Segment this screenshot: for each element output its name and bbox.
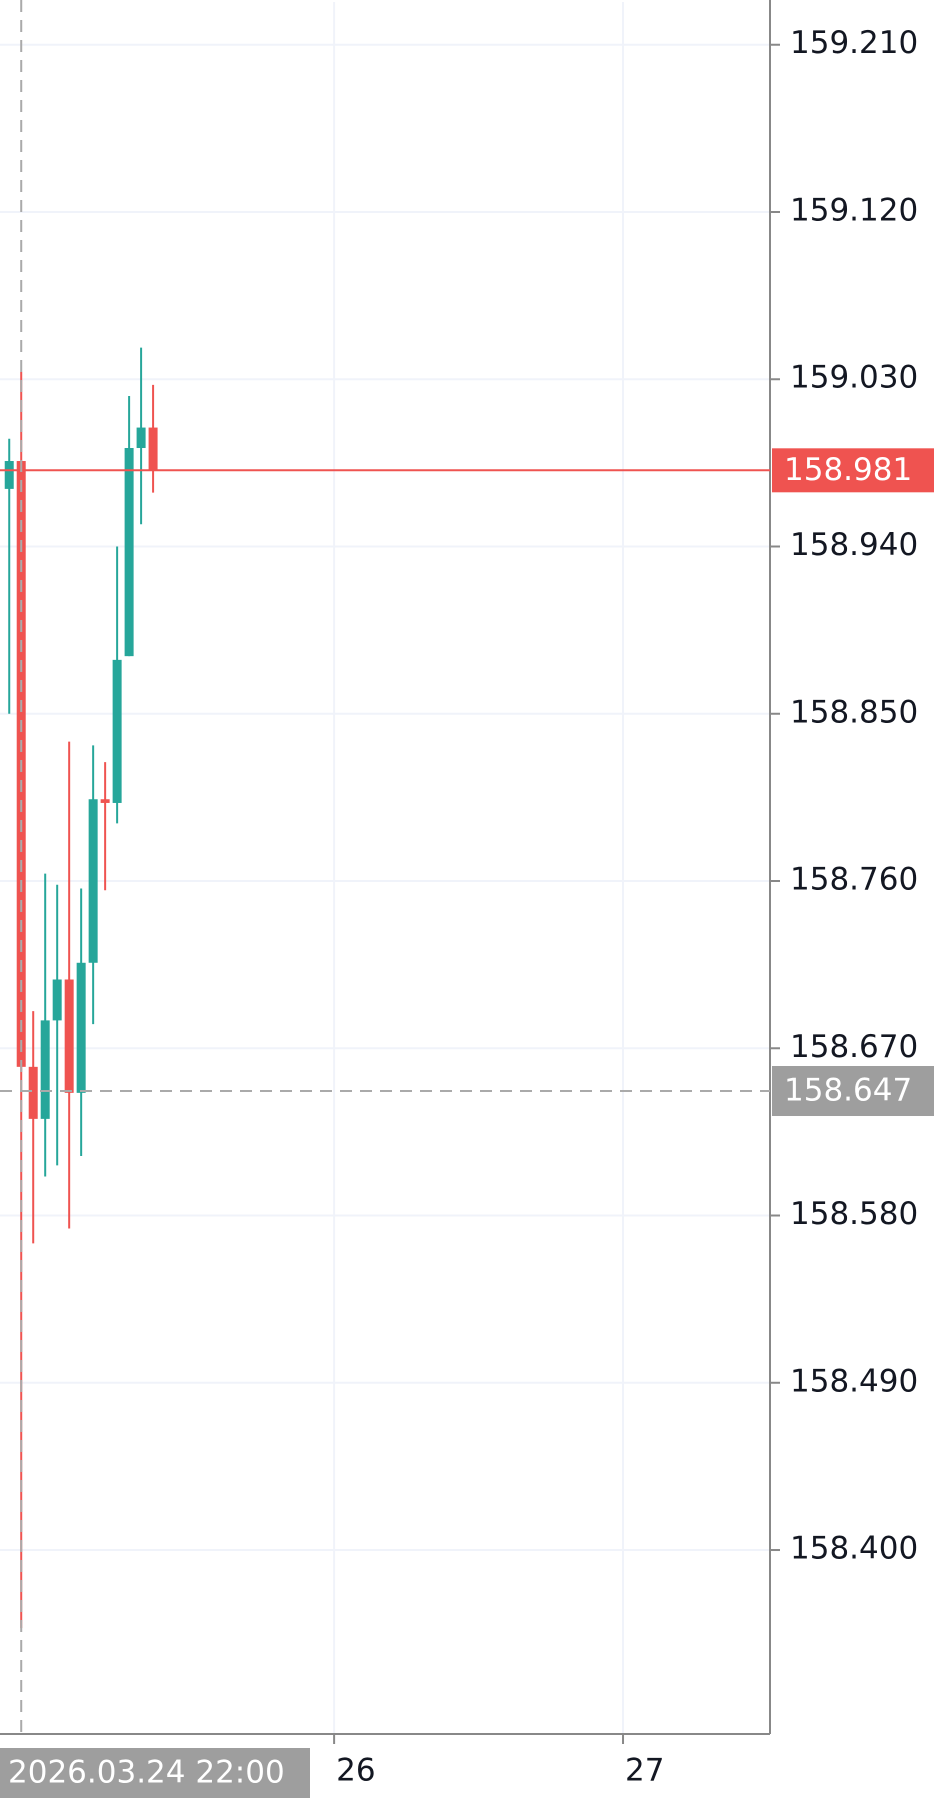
crosshair-x-label: 2026.03.24 22:00 bbox=[8, 1755, 285, 1791]
candle-body bbox=[136, 427, 146, 449]
y-tick-label: 158.940 bbox=[790, 527, 918, 563]
y-tick-label: 159.120 bbox=[790, 192, 918, 228]
candle-body bbox=[40, 1020, 50, 1119]
y-tick-label: 158.850 bbox=[790, 694, 918, 730]
y-tick-label: 158.760 bbox=[790, 862, 918, 898]
y-tick-label: 159.030 bbox=[790, 360, 918, 396]
y-tick-label: 159.210 bbox=[790, 25, 918, 61]
x-tick-label: 26 bbox=[336, 1753, 375, 1789]
candle-body bbox=[64, 979, 74, 1093]
x-tick-label: 27 bbox=[625, 1753, 664, 1789]
last-price-box bbox=[772, 448, 934, 493]
candle-body bbox=[28, 1066, 38, 1119]
candle-body bbox=[88, 799, 98, 963]
crosshair-y-box bbox=[772, 1066, 934, 1117]
candle-body bbox=[4, 461, 14, 489]
y-tick-label: 158.580 bbox=[790, 1196, 918, 1232]
candle-body bbox=[124, 448, 134, 657]
y-tick-label: 158.490 bbox=[790, 1363, 918, 1399]
candle-body bbox=[112, 659, 122, 803]
candle-body bbox=[76, 962, 86, 1093]
crosshair-y-label: 158.647 bbox=[784, 1073, 912, 1109]
y-tick-label: 158.670 bbox=[790, 1029, 918, 1065]
last-price-label: 158.981 bbox=[784, 452, 912, 488]
candle-body bbox=[52, 979, 62, 1021]
candle-body bbox=[148, 427, 158, 471]
crosshair-x-box bbox=[0, 1748, 310, 1798]
y-tick-label: 158.400 bbox=[790, 1531, 918, 1567]
candle-body bbox=[100, 799, 110, 803]
